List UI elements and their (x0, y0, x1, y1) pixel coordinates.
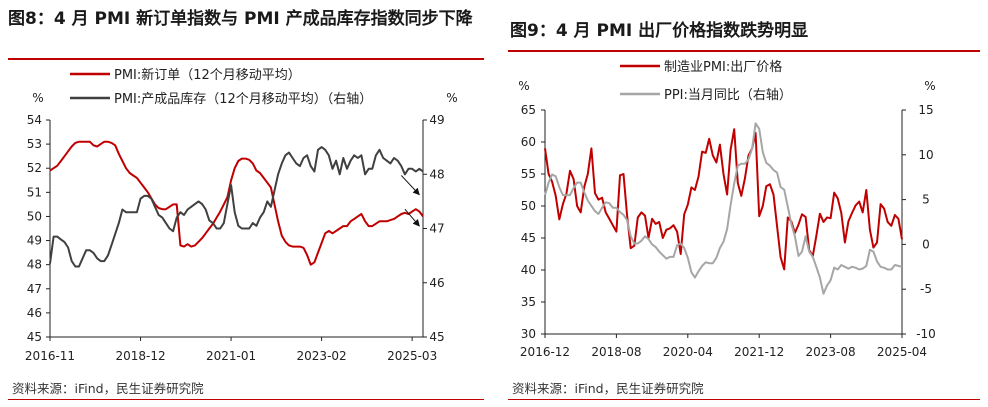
left-axis-tick-label: 48 (27, 258, 42, 272)
x-axis-tick-label: 2018-12 (115, 349, 165, 363)
chart-plot-right: 30 35 40 45 50 55 60 65 -10 -5 0 5 10 15% % 2016-12 2018… (518, 59, 936, 359)
right-axis-tick-label: 5 (922, 193, 930, 207)
right-axis-tick-label: 15 (918, 103, 933, 117)
legend-label-2: PPI:当月同比（右轴） (664, 88, 792, 103)
left-axis-tick-label: 45 (27, 330, 42, 344)
left-axis-tick-label: 52 (27, 161, 42, 175)
right-axis-tick-label: 10 (918, 148, 933, 162)
left-axis-unit: % (32, 91, 43, 105)
left-axis-tick-label: 50 (27, 209, 42, 223)
left-axis-tick-label: 55 (521, 167, 536, 181)
legend-label-2: PMI:产成品库存（12个月移动平均）（右轴） (114, 91, 372, 107)
series-line-2 (49, 146, 424, 268)
right-axis-unit: % (446, 91, 457, 105)
source-note: 资料来源：iFind，民生证券研究院 (512, 381, 704, 396)
right-axis-tick-label: 45 (429, 330, 444, 344)
x-axis-tick-label: 2021-01 (206, 349, 256, 363)
left-axis-tick-label: 60 (521, 135, 536, 149)
chart-title: 图9：4 月 PMI 出厂价格指数跌势明显 (510, 21, 809, 41)
right-axis-unit: % (924, 79, 935, 93)
title-divider (508, 50, 980, 52)
right-axis-tick-label: 49 (429, 113, 444, 127)
left-axis-unit: % (518, 79, 529, 93)
left-axis-tick-label: 45 (521, 231, 536, 245)
series-line-1 (49, 140, 424, 266)
right-axis-tick-label: 48 (429, 167, 444, 181)
x-axis-tick-label: 2023-08 (806, 345, 856, 359)
chart-plot-left: 45 46 47 48 49 50 51 52 53 54 45 46 47 48 49% % 2016-11 2… (25, 67, 458, 363)
chart-panel-left: 图8：4 月 PMI 新订单指数与 PMI 产成品库存指数同步下降 45 46 47… (0, 0, 490, 407)
left-axis-tick-label: 54 (27, 113, 42, 127)
x-axis-tick-label: 2016-12 (520, 345, 570, 359)
series-line-2 (544, 122, 903, 295)
x-axis-tick-label: 2025-04 (877, 345, 927, 359)
left-axis-tick-label: 46 (27, 306, 42, 320)
footer-divider (508, 399, 980, 400)
trend-arrow-1 (400, 175, 420, 196)
right-axis-tick-label: -10 (916, 327, 936, 341)
left-axis-tick-label: 49 (27, 234, 42, 248)
right-axis-tick-label: 46 (429, 276, 444, 290)
x-axis-tick-label: 2016-11 (25, 349, 75, 363)
left-axis-tick-label: 35 (521, 295, 536, 309)
left-axis-tick-label: 65 (521, 103, 536, 117)
left-axis-tick-label: 40 (521, 263, 536, 277)
legend-label-1: 制造业PMI:出厂价格 (664, 59, 782, 75)
series-line-1 (544, 128, 903, 271)
x-axis-tick-label: 2020-04 (663, 345, 713, 359)
legend-label-1: PMI:新订单（12个月移动平均） (114, 67, 301, 83)
left-axis-tick-label: 51 (27, 185, 42, 199)
x-axis-tick-label: 2018-08 (591, 345, 641, 359)
left-axis-tick-label: 50 (521, 199, 536, 213)
right-axis-tick-label: 0 (922, 237, 930, 251)
footer-divider (8, 399, 484, 400)
chart-title: 图8：4 月 PMI 新订单指数与 PMI 产成品库存指数同步下降 (8, 9, 473, 29)
left-axis-tick-label: 47 (27, 282, 42, 296)
left-axis-tick-label: 30 (521, 327, 536, 341)
trend-arrow-2 (404, 208, 420, 227)
x-axis-tick-label: 2021-12 (734, 345, 784, 359)
source-note: 资料来源：iFind，民生证券研究院 (12, 381, 204, 396)
left-axis-tick-label: 53 (27, 137, 42, 151)
x-axis-tick-label: 2025-03 (387, 349, 437, 363)
title-divider (8, 58, 484, 60)
right-axis-tick-label: 47 (429, 222, 444, 236)
right-axis-tick-label: -5 (920, 282, 932, 296)
x-axis-tick-label: 2023-02 (297, 349, 347, 363)
chart-panel-right: 图9：4 月 PMI 出厂价格指数跌势明显 30 35 40 45 50 55 60 65 -1… (500, 0, 988, 407)
